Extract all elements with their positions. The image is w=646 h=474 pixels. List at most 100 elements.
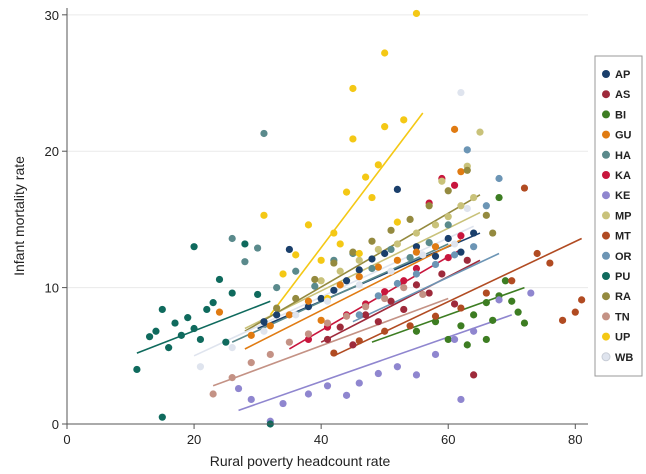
point-up [381,49,389,57]
point-pu [171,319,179,327]
point-ke [431,350,440,359]
point-as [438,270,446,278]
point-ka [457,232,465,240]
point-ap [304,303,313,311]
point-ha [387,245,395,254]
y-ticks: 0 10 20 30 [45,8,67,432]
legend-label-wb: WB [615,352,633,364]
point-ap [470,229,478,237]
legend-label-ap: AP [615,69,630,81]
point-mp [431,221,440,229]
point-mt [381,327,389,335]
legend-marker-mt [602,231,610,240]
point-up [342,188,351,196]
point-tn [323,319,332,327]
point-pu [254,290,262,299]
point-bi [412,327,421,335]
point-bi [457,322,465,330]
legend-label-or: OR [615,251,632,263]
point-mt [482,289,490,297]
legend-label-ra: RA [615,291,631,303]
point-up [349,135,357,143]
legend-marker-gu [602,130,610,139]
point-bi [508,297,516,305]
legend-label-tn: TN [615,311,630,323]
point-ha [368,264,376,273]
legend-label-as: AS [615,89,630,101]
point-bi [489,316,497,324]
point-pu [158,305,166,314]
point-ra [330,259,338,267]
point-pu [241,240,249,248]
point-as [463,256,471,264]
point-ra [482,211,490,219]
point-tn [228,374,236,382]
point-up [349,84,357,93]
point-ka [412,264,421,273]
point-as [450,300,459,308]
point-gu [393,256,401,264]
point-ra [406,215,414,224]
point-as [336,323,344,331]
point-as [362,311,370,319]
point-tn [381,294,389,303]
point-up [362,173,370,181]
point-pu [209,299,217,307]
point-up [330,229,338,237]
legend-marker-ap [602,70,610,78]
point-ke [527,289,535,297]
point-ap [381,249,389,258]
point-or [355,311,363,319]
fit-line-mt [333,237,582,357]
point-pu [203,305,211,314]
point-or [463,146,471,154]
point-ke [450,335,459,344]
point-mt [457,304,465,312]
legend-marker-tn [602,312,610,321]
point-ke [247,395,255,404]
point-or [412,270,421,278]
point-pu [222,338,230,346]
point-ra [489,229,497,237]
point-ap [342,277,351,285]
point-gu [336,281,344,289]
point-ha [425,238,433,247]
point-mt [406,322,414,330]
point-ap [457,248,465,256]
y-tick-label: 0 [52,417,59,432]
point-wb [387,267,395,275]
fit-line-tn [212,297,449,387]
point-ke [495,296,503,304]
point-mt [431,312,440,320]
point-ap [444,234,452,243]
point-pu [190,243,198,251]
point-gu [450,125,459,133]
point-as [470,371,478,379]
point-mp [374,245,382,254]
point-ap [260,318,268,326]
legend-marker-ke [602,191,610,200]
point-ap [285,245,293,254]
fit-line-ke [238,314,513,412]
point-ha [254,244,262,252]
point-ap [273,311,281,319]
point-as [412,281,421,289]
point-pu [152,327,160,335]
point-ha [273,284,281,292]
point-ap [317,294,325,303]
fit-line-up [269,112,424,316]
point-mt [558,316,567,324]
point-mp [438,177,446,185]
legend-marker-or [602,251,610,260]
point-up [304,221,313,229]
point-gu [266,322,274,330]
point-ap [330,286,338,294]
point-ap [355,266,363,274]
point-up [374,161,382,169]
point-pu [196,335,205,344]
point-ha [228,234,236,243]
point-ra [444,187,452,195]
point-gu [304,297,313,305]
point-or [495,174,503,183]
point-up [317,256,325,264]
